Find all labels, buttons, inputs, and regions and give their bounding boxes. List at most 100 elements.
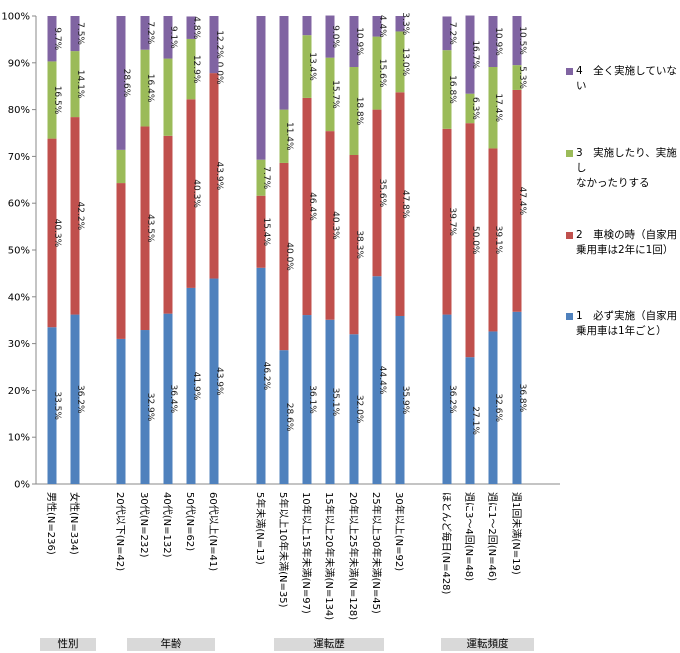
bar-segment-1 bbox=[488, 331, 498, 484]
data-label: 16.7% bbox=[470, 40, 480, 69]
bar-segment-4 bbox=[116, 16, 126, 150]
y-tick-label: 30% bbox=[8, 339, 30, 350]
data-label: 27.1% bbox=[470, 406, 480, 435]
y-tick-label: 100% bbox=[1, 12, 30, 23]
data-label: 7.2% bbox=[145, 21, 155, 44]
data-label: 32.0% bbox=[354, 395, 364, 424]
bar-segment-4 bbox=[209, 16, 219, 74]
bar-segment-1 bbox=[279, 350, 289, 484]
bar-segment-1 bbox=[256, 267, 266, 484]
data-label: 32.9% bbox=[145, 393, 155, 422]
bar-segment-3 bbox=[512, 65, 522, 90]
bar-segment-4 bbox=[372, 16, 382, 37]
bar-segment-2 bbox=[70, 117, 80, 315]
bar-segment-3 bbox=[163, 58, 173, 136]
bar-segment-4 bbox=[70, 16, 80, 52]
legend-item-2: 2 車検の時（自家用 乗用車は2年に1回） bbox=[566, 228, 680, 258]
data-label: 9.7% bbox=[52, 27, 62, 50]
data-label: 43.5% bbox=[145, 214, 155, 243]
data-label: 38.3% bbox=[354, 230, 364, 259]
data-label: 4.4% bbox=[377, 15, 387, 38]
bar-segment-2 bbox=[349, 154, 359, 335]
data-label: 36.8% bbox=[517, 384, 527, 413]
legend-item-4: 4 全く実施していな い bbox=[566, 64, 680, 94]
bar-segment-4 bbox=[256, 16, 266, 160]
data-label: 36.1% bbox=[307, 385, 317, 414]
group-label-gender: 性別 bbox=[40, 638, 96, 651]
bar-segment-4 bbox=[186, 16, 196, 39]
bar-segment-3 bbox=[372, 36, 382, 110]
bar-segment-3 bbox=[442, 50, 452, 129]
data-label: 10.5% bbox=[517, 26, 527, 55]
data-label: 35.6% bbox=[377, 179, 387, 208]
data-label: 46.2% bbox=[261, 362, 271, 391]
data-label: 18.8% bbox=[354, 97, 364, 126]
data-label: 42.2% bbox=[75, 202, 85, 231]
x-category-label: 男性(N=236) bbox=[45, 492, 58, 555]
x-category-label: 50代(N=62) bbox=[184, 492, 196, 551]
x-category-label: 15年以上20年未満(N=134) bbox=[323, 492, 336, 620]
bar-segment-1 bbox=[465, 357, 475, 484]
bar-segment-1 bbox=[512, 311, 522, 484]
legend-swatch bbox=[566, 150, 573, 157]
data-label: 35.1% bbox=[330, 388, 340, 417]
bar-segment-1 bbox=[116, 338, 126, 484]
data-label: 43.9% bbox=[214, 162, 224, 191]
bar-segment-4 bbox=[47, 16, 57, 62]
data-label: 47.4% bbox=[517, 187, 527, 216]
bar-segment-1 bbox=[372, 276, 382, 484]
bar-segment-4 bbox=[442, 16, 452, 51]
bar-segment-3 bbox=[325, 57, 335, 132]
bar-segment-1 bbox=[163, 313, 173, 484]
bar-segment-2 bbox=[325, 131, 335, 320]
data-label: 16.4% bbox=[145, 74, 155, 103]
legend-label: 乗用車は2年に1回） bbox=[576, 244, 674, 256]
bar-segment-4 bbox=[349, 16, 359, 68]
legend-label: 1 必ず実施（自家用 bbox=[576, 310, 678, 322]
data-label: 36.4% bbox=[168, 385, 178, 414]
x-category-label: 30代(N=232) bbox=[138, 492, 150, 558]
data-label: 14.1% bbox=[75, 70, 85, 99]
bar-segment-1 bbox=[442, 314, 452, 484]
data-label: 41.9% bbox=[191, 372, 201, 401]
group-label-age: 年齢 bbox=[127, 638, 215, 651]
data-label: 5.3% bbox=[517, 66, 527, 89]
data-label: 0.0% bbox=[214, 62, 224, 85]
bar-segment-3 bbox=[349, 67, 359, 155]
legend-swatch bbox=[566, 232, 573, 239]
data-label: 3.3% bbox=[400, 12, 410, 35]
x-category-label: 5年未満(N=13) bbox=[254, 492, 267, 565]
data-label: 10.9% bbox=[493, 27, 503, 56]
y-tick-label: 50% bbox=[8, 246, 30, 257]
y-tick-label: 60% bbox=[8, 199, 30, 210]
bar-segment-4 bbox=[488, 16, 498, 68]
x-category-label: 20代以下(N=42) bbox=[114, 492, 126, 571]
y-tick-label: 0% bbox=[14, 480, 30, 491]
bar-segment-2 bbox=[512, 89, 522, 312]
bar-segment-1 bbox=[186, 287, 196, 484]
data-label: 40.3% bbox=[191, 179, 201, 208]
data-label: 46.4% bbox=[307, 192, 317, 221]
bar-segment-2 bbox=[47, 138, 57, 328]
data-label: 7.2% bbox=[447, 22, 457, 45]
legend-swatch bbox=[566, 313, 573, 320]
data-label: 7.5% bbox=[75, 22, 85, 45]
bar-segment-4 bbox=[163, 16, 173, 59]
data-label: 28.6% bbox=[284, 403, 294, 432]
bar-segment-4 bbox=[302, 16, 312, 36]
bar-segment-2 bbox=[488, 148, 498, 332]
data-label: 15.4% bbox=[261, 217, 271, 246]
bar-segment-1 bbox=[325, 319, 335, 484]
legend-label: 4 全く実施していな bbox=[576, 65, 677, 77]
bar-segment-4 bbox=[140, 16, 150, 50]
bar-segment-2 bbox=[395, 92, 405, 316]
legend-label: 3 実施したり、実施し bbox=[576, 147, 677, 174]
data-label: 40.3% bbox=[52, 219, 62, 248]
x-category-label: 週に3～4回(N=48) bbox=[463, 492, 475, 581]
data-label: 12.9% bbox=[191, 55, 201, 84]
x-category-label: 40代(N=132) bbox=[161, 492, 173, 558]
data-label: 6.3% bbox=[470, 97, 480, 120]
bar-segment-2 bbox=[372, 109, 382, 277]
data-label: 15.7% bbox=[330, 80, 340, 109]
